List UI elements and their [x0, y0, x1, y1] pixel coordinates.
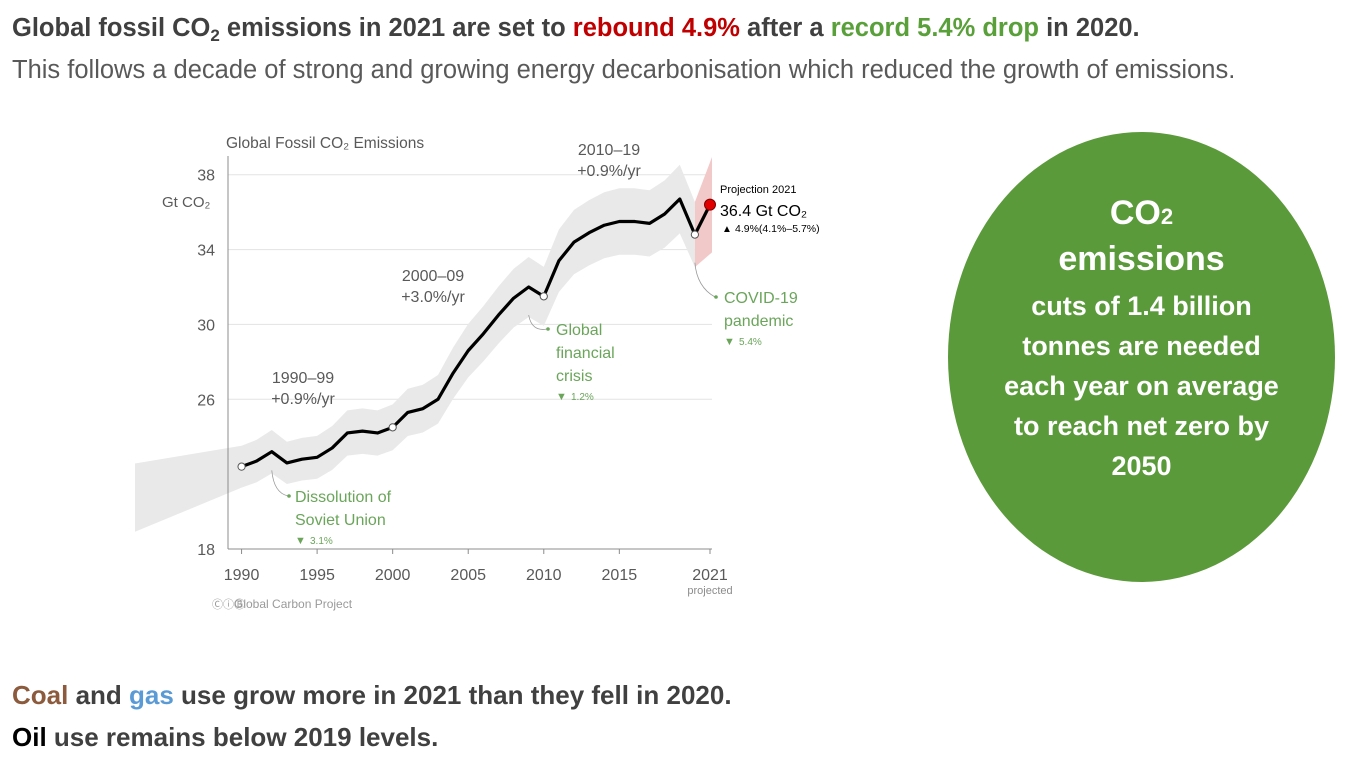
projection-change-icon: ▲: [722, 224, 732, 235]
event-label: COVID-19: [724, 290, 798, 307]
event-label: crisis: [556, 368, 592, 385]
x-tick-label: 2015: [602, 567, 638, 584]
event-label: financial: [556, 345, 615, 362]
y-tick-label: 26: [197, 392, 215, 409]
oil-note: Oil use remains below 2019 levels.: [12, 722, 439, 752]
projection-marker: [704, 198, 716, 211]
event-drop-icon: ▼: [724, 336, 735, 348]
event-drop-label: 3.1%: [310, 536, 333, 547]
annotation-dot: [546, 327, 550, 331]
source-credit: Global Carbon Project: [234, 597, 353, 611]
drop-highlight: record 5.4% drop: [830, 14, 1039, 42]
projection-band: [694, 156, 712, 268]
subheadline: This follows a decade of strong and grow…: [12, 56, 1236, 84]
coal-word: Coal: [12, 680, 69, 710]
chart-labels: 1990–99 +0.9%/yr 2000–09 +3.0%/yr 2010–19 +0.…: [271, 142, 819, 547]
cc-icon: ⒸⓘⒷ: [212, 598, 245, 611]
y-tick-label: 34: [197, 243, 215, 260]
growth-rate-label: +0.9%/yr: [577, 163, 641, 180]
year-marker: [237, 462, 246, 471]
annotation-dot: [714, 295, 718, 299]
growth-rate-label: +0.9%/yr: [271, 391, 335, 408]
event-drop-icon: ▼: [556, 391, 567, 403]
event-drop-label: 5.4%: [739, 337, 762, 348]
y-tick-label: 38: [197, 168, 215, 185]
y-tick-label: 30: [197, 317, 215, 334]
callout-title: CO2: [1109, 194, 1174, 232]
event-label: pandemic: [724, 313, 793, 330]
axes: 18 26 30 34 38 1990 1995 2000 2005 2010 2015 2021pr…: [197, 156, 733, 597]
y-axis-label: Gt CO₂: [162, 194, 211, 211]
grid-lines: [228, 174, 712, 400]
oil-word: Oil: [12, 722, 47, 752]
y-tick-label: 18: [197, 542, 215, 559]
event-drop-icon: ▼: [295, 535, 306, 547]
uncertainty-band: [135, 164, 695, 532]
growth-rate-label: +3.0%/yr: [401, 289, 465, 306]
emissions-chart: 18 26 30 34 38 1990 1995 2000 2005 2010 2015 2021pr…: [135, 135, 820, 611]
projection-label: Projection 2021: [720, 184, 796, 196]
event-label: Global: [556, 322, 602, 339]
x-tick-label: 2000: [375, 567, 411, 584]
gas-word: gas: [129, 680, 174, 710]
projection-change: 4.9%(4.1%–5.7%): [735, 223, 820, 235]
event-label: Dissolution of: [295, 489, 392, 506]
net-zero-callout: CO2 emissions cuts of 1.4 billion tonnes…: [948, 132, 1335, 582]
coal-gas-note: Coal and gas use grow more in 2021 than …: [12, 680, 732, 710]
year-marker: [539, 292, 548, 301]
x-tick-label: 2021: [692, 567, 728, 584]
year-marker: [388, 423, 397, 432]
headline: Global fossil CO2 emissions in 2021 are …: [12, 14, 1140, 45]
emissions-line: [237, 197, 716, 471]
year-marker: [690, 230, 699, 239]
projection-value: 36.4 Gt CO₂: [720, 203, 807, 220]
callout-body: cuts of 1.4 billion tonnes are needed ea…: [1004, 291, 1279, 481]
x-tick-label: 1995: [299, 567, 335, 584]
callout-subtitle: emissions: [1058, 240, 1225, 278]
annotation-dot: [287, 494, 291, 498]
rebound-highlight: rebound 4.9%: [572, 14, 740, 42]
x-tick-label: 2010: [526, 567, 562, 584]
annotation-leader: [271, 470, 289, 497]
annotation-leader: [528, 315, 548, 330]
growth-period-label: 1990–99: [272, 370, 334, 387]
emissions-series-line: [240, 197, 712, 469]
growth-period-label: 2000–09: [402, 268, 464, 285]
x-tick-label: 1990: [224, 567, 260, 584]
chart-title: Global Fossil CO₂ Emissions: [226, 135, 424, 152]
event-label: Soviet Union: [295, 512, 386, 529]
growth-period-label: 2010–19: [578, 142, 640, 159]
annotation-leader: [694, 262, 716, 298]
event-drop-label: 1.2%: [571, 392, 594, 403]
x-tick-label: 2005: [450, 567, 486, 584]
x-tick-note: projected: [687, 585, 732, 597]
